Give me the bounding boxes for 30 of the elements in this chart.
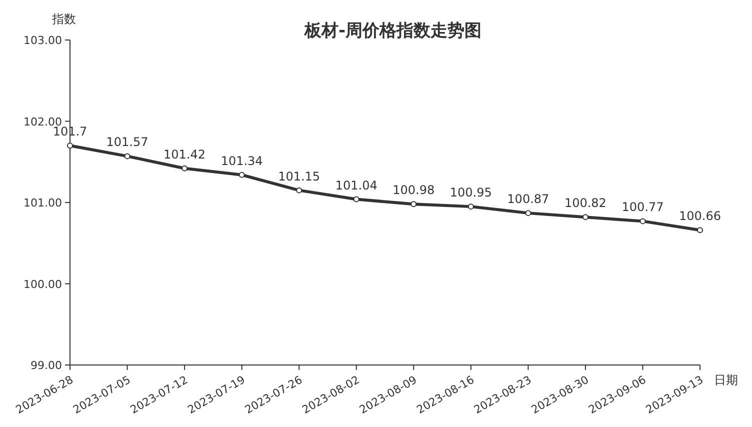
y-tick-label: 103.00 [24, 34, 62, 47]
x-axis-title: 日期 [714, 373, 738, 387]
y-tick-label: 100.00 [24, 278, 62, 291]
data-label: 100.77 [622, 200, 664, 214]
y-axis-title: 指数 [51, 12, 76, 26]
point [410, 201, 417, 208]
point [67, 142, 73, 149]
point [182, 165, 188, 172]
point [525, 210, 532, 216]
data-label: 100.98 [392, 183, 435, 198]
data-label: 101.57 [106, 135, 148, 150]
data-label: 101.34 [220, 154, 263, 168]
point [640, 218, 646, 224]
point [124, 153, 130, 160]
data-label: 100.95 [450, 186, 492, 200]
data-label: 100.87 [507, 192, 550, 206]
point [296, 187, 302, 194]
data-label: 101.15 [278, 169, 320, 184]
data-label: 101.42 [164, 147, 206, 162]
y-tick-label: 99.00 [30, 359, 62, 372]
chart-title: 板材-周价格指数走势图 [303, 21, 482, 41]
point [697, 227, 703, 234]
point [238, 172, 245, 178]
y-tick-label: 101.00 [24, 196, 62, 210]
data-label: 100.82 [564, 196, 606, 210]
point [582, 214, 588, 220]
point [353, 196, 360, 202]
data-label: 100.66 [679, 209, 721, 224]
data-label: 101.04 [335, 178, 378, 192]
point [468, 204, 474, 210]
